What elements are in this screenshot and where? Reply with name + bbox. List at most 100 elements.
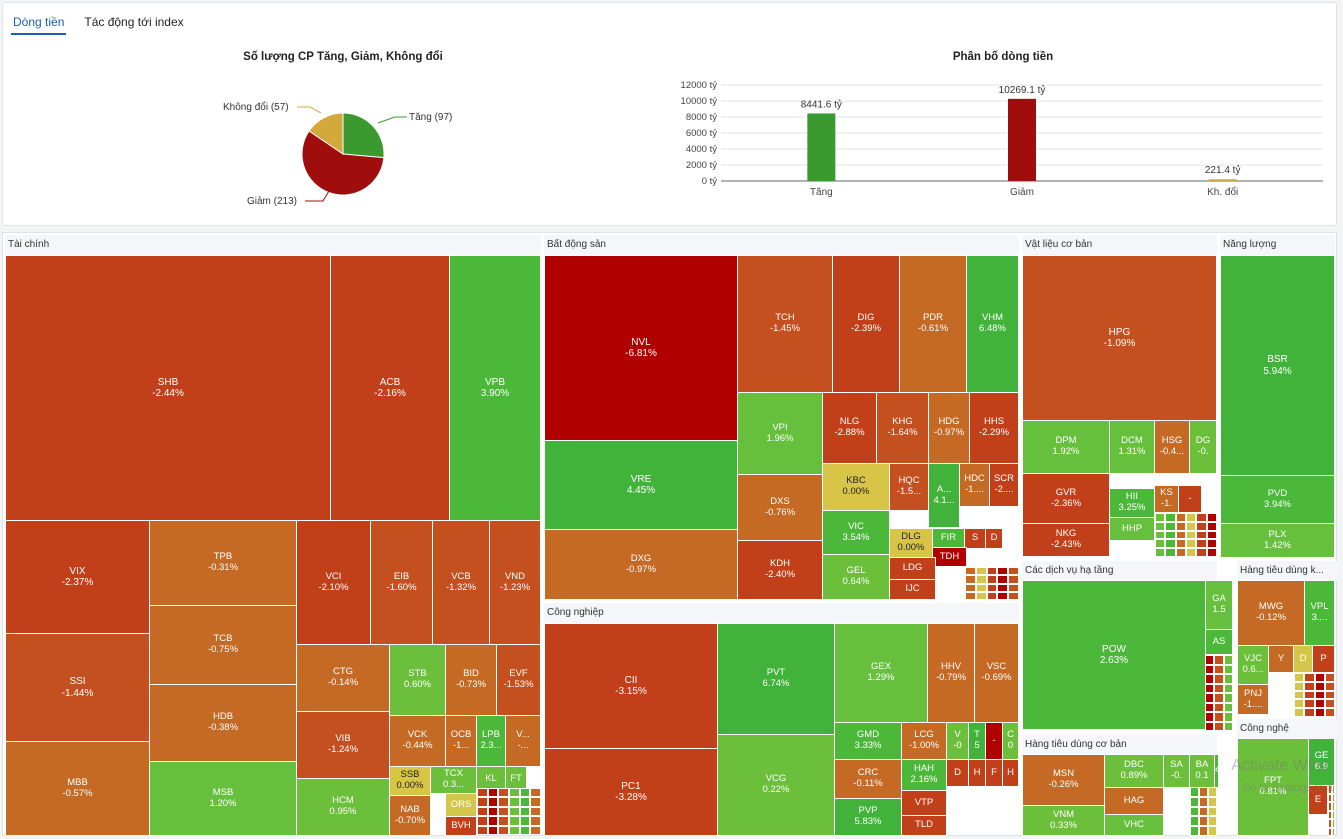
stock-tile-small[interactable] [1223,683,1233,693]
stock-tile-tcb[interactable]: TCB -0.75% [149,605,297,685]
stock-tile-small[interactable] [1206,548,1217,557]
stock-tile-small[interactable] [1223,712,1233,722]
stock-tile-hdc[interactable]: HDC -1.... [959,463,990,507]
stock-tile-small[interactable] [530,797,541,807]
stock-tile-small[interactable] [1214,674,1224,684]
stock-tile-small[interactable] [997,591,1009,600]
stock-tile-small[interactable] [1206,513,1217,522]
stock-tile-hah[interactable]: HAH 2.16% [901,759,947,791]
stock-tile-nab[interactable]: NAB -0.70% [389,795,431,836]
stock-tile-sa[interactable]: SA -0. [1163,754,1190,788]
stock-tile-vcb[interactable]: VCB -1.32% [432,520,490,645]
bar-kh-đổi[interactable] [1208,179,1237,181]
sector-label[interactable]: Bất động sản [544,235,1019,255]
stock-tile-small[interactable] [1324,673,1335,682]
stock-tile-hhp[interactable]: HHP [1109,517,1155,541]
sector-label[interactable]: Vật liệu cơ bản [1022,235,1217,255]
stock-tile-small[interactable] [997,567,1009,576]
stock-tile-acb[interactable]: ACB -2.16% [330,255,450,521]
stock-tile-small[interactable] [498,816,509,826]
stock-tile-bid[interactable]: BID -0.73% [445,644,497,716]
stock-tile-small[interactable] [965,583,976,592]
stock-tile-ijc[interactable]: IJC [889,579,936,600]
stock-tile-small[interactable] [530,816,541,826]
stock-tile-small[interactable] [1324,681,1335,691]
stock-tile-a[interactable]: A... 4.1... [928,463,960,528]
stock-tile-small[interactable] [1328,802,1332,811]
stock-tile-pnj[interactable]: PNJ -1.... [1237,684,1269,715]
stock-tile-kbc[interactable]: KBC 0.00% [822,463,890,511]
stock-tile-dcm[interactable]: DCM 1.31% [1109,420,1155,474]
stock-tile-small[interactable] [1324,699,1335,709]
stock-tile-small[interactable] [1328,793,1332,802]
stock-tile-small[interactable] [1294,708,1305,717]
stock-tile-msb[interactable]: MSB 1.20% [149,761,297,836]
stock-tile-mbb[interactable]: MBB -0.57% [5,741,150,836]
stock-tile-small[interactable] [1331,793,1335,802]
stock-tile-nvl[interactable]: NVL -6.81% [544,255,738,441]
stock-tile-small[interactable] [1196,513,1207,522]
stock-tile-mwg[interactable]: MWG -0.12% [1237,580,1305,646]
stock-tile-f[interactable]: F [985,759,1003,787]
stock-tile-small[interactable] [965,575,976,584]
stock-tile-small[interactable] [519,797,531,807]
stock-tile-vpb[interactable]: VPB 3.90% [449,255,541,521]
stock-tile-small[interactable] [965,567,976,576]
stock-tile-small[interactable] [1205,655,1215,665]
stock-tile-small[interactable] [1331,810,1335,819]
stock-tile-small[interactable] [1214,702,1224,712]
stock-tile-small[interactable] [1214,664,1224,674]
stock-tile-evf[interactable]: EVF -1.53% [496,644,541,716]
stock-tile-small[interactable] [519,825,531,835]
stock-tile-hqc[interactable]: HQC -1.5... [889,463,929,511]
stock-tile-small[interactable] [509,797,520,807]
stock-tile-d[interactable]: D [946,759,969,787]
stock-tile-small[interactable] [997,575,1009,584]
stock-tile-pvp[interactable]: PVP 5.83% [834,798,902,836]
stock-tile-small[interactable] [498,806,509,817]
stock-tile-small[interactable] [1175,521,1186,531]
stock-tile-small[interactable] [975,583,987,592]
stock-tile-ssb[interactable]: SSB 0.00% [389,766,431,796]
stock-tile-small[interactable] [1304,699,1315,709]
stock-tile-pow[interactable]: POW 2.63% [1022,580,1206,730]
stock-tile-tcx[interactable]: TCX 0.3... [430,766,477,794]
pie-slice-tăng[interactable] [342,112,385,159]
bar-tăng[interactable] [807,113,836,181]
stock-tile-small[interactable] [1186,521,1197,531]
stock-tile-dlg[interactable]: DLG 0.00% [889,528,933,558]
sector-label[interactable]: Hàng tiêu dùng k... [1237,561,1337,581]
stock-tile-small[interactable] [1199,816,1208,827]
stock-tile-small[interactable] [1008,575,1019,584]
stock-tile-d[interactable]: D [1293,645,1313,673]
stock-tile-small[interactable] [1208,796,1217,807]
stock-tile-small[interactable] [975,575,987,584]
stock-tile-pvt[interactable]: PVT 6.74% [717,623,835,735]
stock-tile-cii[interactable]: CII -3.15% [544,623,718,749]
stock-tile-small[interactable] [487,816,499,826]
stock-tile-small[interactable] [975,567,987,576]
sector-label[interactable]: Công nghệ [1237,719,1337,739]
stock-tile-small[interactable] [1294,673,1305,682]
stock-tile-nlg[interactable]: NLG -2.88% [822,392,877,464]
stock-tile-[interactable]: - [985,722,1003,760]
stock-tile-pc1[interactable]: PC1 -3.28% [544,748,718,836]
stock-tile-small[interactable] [530,825,541,835]
stock-tile-small[interactable] [1324,708,1335,717]
stock-tile-vib[interactable]: VIB -1.24% [296,711,390,779]
stock-tile-gvr[interactable]: GVR -2.36% [1022,473,1110,524]
stock-tile-vpl[interactable]: VPL 3.... [1304,580,1335,646]
stock-tile-ssi[interactable]: SSI -1.44% [5,633,150,742]
stock-tile-ba[interactable]: BA 0.1 [1189,754,1215,788]
stock-tile-small[interactable] [986,575,998,584]
bar-giảm[interactable] [1008,98,1036,181]
stock-tile-gmd[interactable]: GMD 3.33% [834,722,902,760]
stock-tile-small[interactable] [1165,513,1176,522]
stock-tile-small[interactable] [1304,708,1315,717]
stock-tile-scr[interactable]: SCR -2.... [989,463,1019,507]
stock-tile-h[interactable]: H [1002,759,1019,787]
stock-tile-hpg[interactable]: HPG -1.09% [1022,255,1217,421]
stock-tile-bvh[interactable]: BVH [445,816,477,836]
stock-tile-small[interactable] [1223,674,1233,684]
stock-tile-tpb[interactable]: TPB -0.31% [149,520,297,606]
